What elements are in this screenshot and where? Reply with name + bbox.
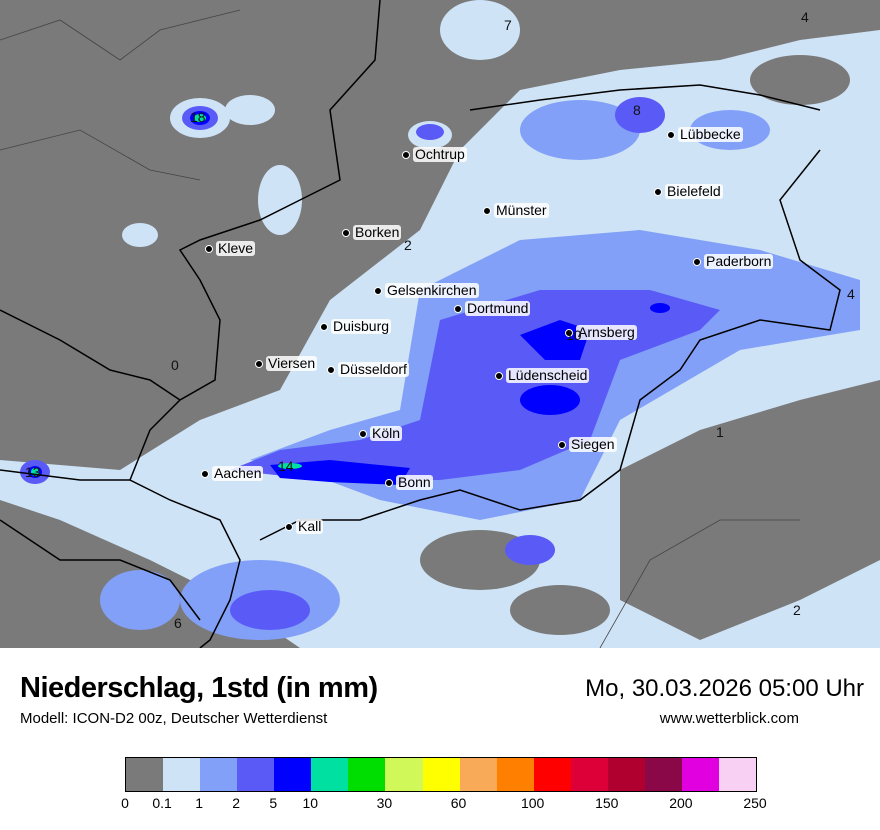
city-dot-icon xyxy=(402,150,410,159)
legend-swatch xyxy=(459,758,497,791)
legend-swatch xyxy=(200,758,238,791)
city-marker: Viersen xyxy=(255,356,318,371)
max-value-label: 13 xyxy=(25,464,41,480)
model-source: Modell: ICON-D2 00z, Deutscher Wetterdie… xyxy=(20,710,328,727)
city-marker: Ochtrup xyxy=(402,147,467,162)
max-value-label: 10 xyxy=(566,327,582,343)
city-marker: Gelsenkirchen xyxy=(374,283,479,298)
city-dot-icon xyxy=(374,286,382,295)
legend-tick-label: 0 xyxy=(121,795,129,811)
city-dot-icon xyxy=(342,228,350,237)
max-value-label: 8 xyxy=(633,102,641,118)
legend-swatch xyxy=(719,758,757,791)
city-dot-icon xyxy=(285,522,293,531)
legend-tick-label: 2 xyxy=(232,795,241,811)
city-dot-icon xyxy=(201,469,209,478)
city-marker: Bonn xyxy=(385,475,433,490)
legend-swatch xyxy=(496,758,534,791)
max-value-label: 2 xyxy=(793,602,801,618)
city-marker: Düsseldorf xyxy=(327,362,409,377)
city-dot-icon xyxy=(205,244,213,253)
city-marker: Kall xyxy=(285,519,324,534)
city-marker: Köln xyxy=(359,426,403,441)
legend-tick-label: 100 xyxy=(520,795,545,811)
city-marker: Lübbecke xyxy=(667,127,743,142)
legend-swatch xyxy=(533,758,571,791)
legend-tick-label: 200 xyxy=(669,795,693,811)
map-title: Niederschlag, 1std (in mm) xyxy=(20,672,378,704)
city-marker: Arnsberg xyxy=(565,325,637,340)
legend-swatch xyxy=(163,758,201,791)
city-marker: Paderborn xyxy=(693,254,774,269)
precip-extreme xyxy=(31,114,302,476)
city-dot-icon xyxy=(454,304,462,313)
city-marker: Münster xyxy=(483,203,549,218)
max-value-label: 0 xyxy=(171,357,179,373)
legend-tick-label: 250 xyxy=(743,795,767,811)
legend-swatch xyxy=(422,758,460,791)
city-marker: Aachen xyxy=(201,466,264,481)
city-marker: Kleve xyxy=(205,241,256,256)
max-value-label: 2 xyxy=(404,237,412,253)
legend-swatch xyxy=(274,758,312,791)
legend-swatch xyxy=(348,758,386,791)
legend-swatch xyxy=(126,758,164,791)
precipitation-field xyxy=(0,0,880,648)
city-dot-icon xyxy=(495,371,503,380)
city-dot-icon xyxy=(327,365,335,374)
legend-swatch xyxy=(681,758,719,791)
legend-tick-label: 5 xyxy=(269,795,278,811)
max-value-label: 6 xyxy=(174,615,182,631)
color-legend xyxy=(125,757,757,792)
city-dot-icon xyxy=(654,187,662,196)
legend-swatch xyxy=(237,758,275,791)
legend-tick-label: 30 xyxy=(376,795,393,811)
website-link[interactable]: www.wetterblick.com xyxy=(659,710,799,727)
max-value-label: 7 xyxy=(504,17,512,33)
city-dot-icon xyxy=(320,322,328,331)
city-dot-icon xyxy=(385,478,393,487)
city-marker: Borken xyxy=(342,225,402,240)
legend-swatch xyxy=(311,758,349,791)
max-value-label: 18 xyxy=(190,109,206,125)
precip-very-heavy xyxy=(28,111,670,485)
city-dot-icon xyxy=(693,257,701,266)
city-dot-icon xyxy=(565,328,573,337)
legend-swatch xyxy=(644,758,682,791)
city-marker: Lüdenscheid xyxy=(495,368,590,383)
legend-swatch xyxy=(385,758,423,791)
max-value-label: 14 xyxy=(278,458,294,474)
city-dot-icon xyxy=(255,359,263,368)
borders xyxy=(0,0,841,648)
city-marker: Bielefeld xyxy=(654,184,723,199)
city-marker: Duisburg xyxy=(320,319,392,334)
city-dot-icon xyxy=(483,206,491,215)
city-dot-icon xyxy=(359,429,367,438)
max-value-label: 1 xyxy=(716,424,724,440)
city-dot-icon xyxy=(558,440,566,449)
legend-swatch xyxy=(570,758,608,791)
legend-swatch xyxy=(607,758,645,791)
max-value-label: 4 xyxy=(847,286,855,302)
city-marker: Siegen xyxy=(558,437,617,452)
forecast-datetime: Mo, 30.03.2026 05:00 Uhr xyxy=(585,675,864,702)
city-marker: Dortmund xyxy=(454,301,531,316)
legend-tick-label: 60 xyxy=(450,795,467,811)
rivers xyxy=(0,9,800,648)
legend-tick-label: 10 xyxy=(302,795,319,811)
precipitation-map: Ochtrup Lübbecke Bielefeld Münster Borke… xyxy=(0,0,880,648)
legend-tick-label: 150 xyxy=(595,795,619,811)
city-dot-icon xyxy=(667,130,675,139)
legend-tick-label: 0.1 xyxy=(152,795,172,811)
max-value-label: 4 xyxy=(801,9,809,25)
legend-tick-label: 1 xyxy=(195,795,204,811)
